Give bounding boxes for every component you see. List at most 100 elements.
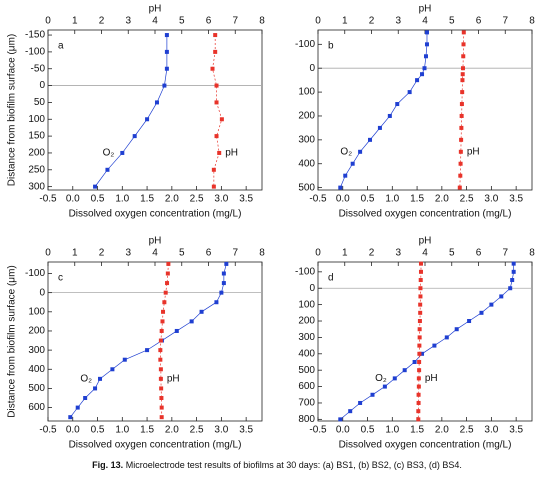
data-point xyxy=(479,310,484,315)
data-point xyxy=(460,90,465,95)
x2-tick-label: 0 xyxy=(45,16,51,27)
series-label: pH xyxy=(225,148,238,159)
x2-tick-label: 5 xyxy=(179,16,185,27)
data-point xyxy=(145,348,150,353)
x2-tick-label: 8 xyxy=(529,16,535,27)
plot-frame xyxy=(317,29,533,191)
data-point xyxy=(459,137,464,142)
x2-axis-label: pH xyxy=(149,236,162,247)
x2-tick-label: 0 xyxy=(315,248,321,259)
data-point xyxy=(210,66,215,71)
data-point xyxy=(511,269,516,274)
x-tick-label: 2.5 xyxy=(460,194,474,205)
panel-label: c xyxy=(58,273,63,284)
data-point xyxy=(159,405,164,410)
x-tick-label: 2.5 xyxy=(190,194,204,205)
panel-label: b xyxy=(328,41,334,52)
data-point xyxy=(162,83,167,88)
x2-tick-label: 2 xyxy=(369,16,375,27)
x-tick-label: 0.0 xyxy=(336,194,350,205)
x2-tick-label: 2 xyxy=(99,16,105,27)
data-point xyxy=(350,161,355,166)
y-axis-label: Distance from biofilm surface (μm) xyxy=(7,265,18,417)
data-point xyxy=(219,290,224,295)
x2-tick-label: 6 xyxy=(476,16,482,27)
x-tick-label: 3.0 xyxy=(214,194,228,205)
x2-tick-label: 1 xyxy=(72,16,78,27)
data-point xyxy=(416,400,421,405)
x-tick-label: -0.5 xyxy=(39,194,57,205)
data-point xyxy=(415,78,420,83)
x-tick-label: 3.5 xyxy=(239,194,253,205)
x-tick-label: -0.5 xyxy=(309,425,327,436)
data-point xyxy=(214,134,219,139)
data-point xyxy=(511,261,516,266)
data-point xyxy=(407,90,412,95)
data-point xyxy=(499,294,504,299)
x2-tick-label: 6 xyxy=(206,248,212,259)
caption-label: Fig. 13. xyxy=(92,460,123,470)
data-point xyxy=(382,384,387,389)
y-tick-label: 800 xyxy=(298,414,315,425)
data-point xyxy=(68,415,73,420)
data-point xyxy=(83,396,88,401)
data-point xyxy=(457,185,462,190)
data-point xyxy=(105,167,110,172)
y-tick-label: 300 xyxy=(28,181,45,192)
x-tick-label: 3.5 xyxy=(509,194,523,205)
x2-tick-label: 2 xyxy=(369,248,375,259)
data-point xyxy=(418,310,423,315)
data-point xyxy=(158,338,163,343)
data-point xyxy=(417,368,422,373)
series-label: O₂ xyxy=(103,148,115,159)
data-point xyxy=(417,327,422,332)
x-axis-label: Dissolved oxygen concentration (mg/L) xyxy=(339,209,512,220)
x2-tick-label: 8 xyxy=(259,248,265,259)
x-tick-label: 3.5 xyxy=(509,425,523,436)
x2-tick-label: 1 xyxy=(342,16,348,27)
data-point xyxy=(214,100,219,105)
data-point xyxy=(461,42,466,47)
series-label: pH xyxy=(167,373,180,384)
data-point xyxy=(454,327,459,332)
data-point xyxy=(338,185,343,190)
y-tick-label: 300 xyxy=(298,332,315,343)
y-tick-label: 400 xyxy=(298,158,315,169)
x-axis-label: Dissolved oxygen concentration (mg/L) xyxy=(339,440,512,451)
x-axis-label: Dissolved oxygen concentration (mg/L) xyxy=(69,209,242,220)
x-tick-label: 2.5 xyxy=(190,425,204,436)
x2-tick-label: 0 xyxy=(45,248,51,259)
y-axis-label: Distance from biofilm surface (μm) xyxy=(7,34,18,186)
data-point xyxy=(166,261,171,266)
data-point xyxy=(221,271,226,276)
data-point xyxy=(416,409,421,414)
data-point xyxy=(145,117,150,122)
x2-tick-label: 1 xyxy=(342,248,348,259)
data-point xyxy=(458,149,463,154)
plot-frame xyxy=(47,29,263,191)
data-point xyxy=(395,102,400,107)
x-tick-label: 1.5 xyxy=(140,425,154,436)
x-tick-label: 0.0 xyxy=(66,425,80,436)
data-point xyxy=(213,33,218,38)
data-point xyxy=(174,328,179,333)
data-point xyxy=(392,376,397,381)
data-point xyxy=(459,125,464,130)
x-tick-label: 0.0 xyxy=(336,425,350,436)
data-point xyxy=(458,173,463,178)
x-tick-label: 2.0 xyxy=(165,194,179,205)
data-point xyxy=(458,161,463,166)
y-tick-label: 300 xyxy=(298,134,315,145)
data-point xyxy=(213,49,218,54)
x-tick-label: 3.5 xyxy=(239,425,253,436)
y-tick-label: -100 xyxy=(295,39,315,50)
x2-tick-label: 3 xyxy=(125,16,131,27)
y-tick-label: 100 xyxy=(28,114,45,125)
x-axis-label: Dissolved oxygen concentration (mg/L) xyxy=(69,440,242,451)
x-tick-label: 1.0 xyxy=(115,425,129,436)
data-point xyxy=(417,335,422,340)
data-point xyxy=(163,290,168,295)
data-point xyxy=(508,286,513,291)
y-tick-label: -100 xyxy=(25,268,45,279)
data-point xyxy=(416,376,421,381)
